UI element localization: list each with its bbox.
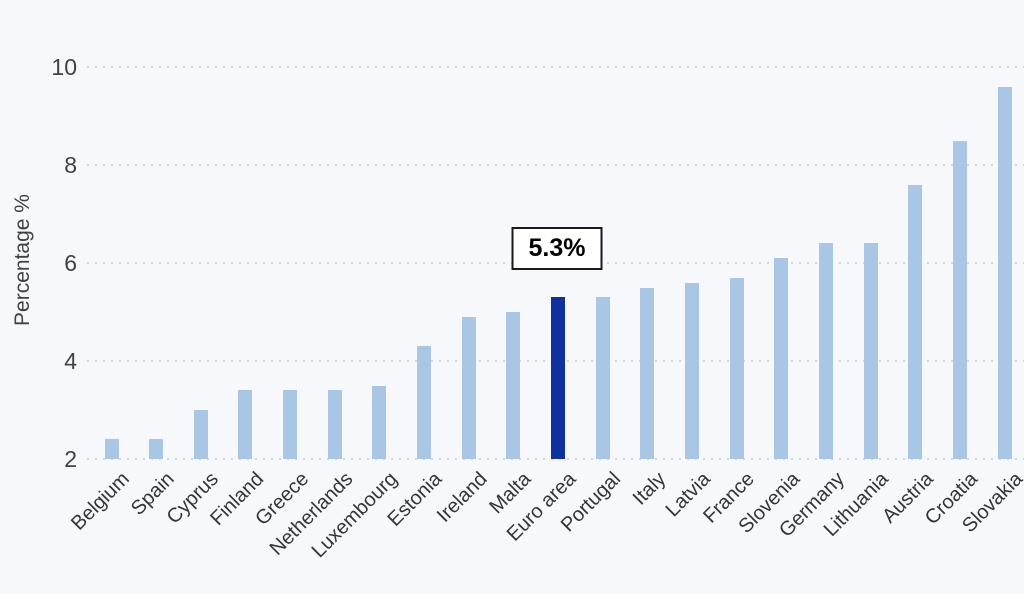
bar-estonia[interactable] [417, 346, 432, 459]
x-axis-label-ireland: Ireland [432, 468, 492, 527]
bar-slovenia[interactable] [774, 258, 789, 459]
gridline-2 [87, 458, 1024, 460]
bar-malta[interactable] [506, 312, 521, 459]
x-axis-label-belgium: Belgium [67, 468, 135, 535]
y-tick-label-4: 4 [64, 348, 77, 374]
bar-france[interactable] [729, 277, 744, 459]
bar-austria[interactable] [908, 184, 923, 459]
bar-slovakia[interactable] [997, 86, 1012, 459]
bar-greece[interactable] [283, 390, 298, 459]
bar-cyprus[interactable] [193, 410, 208, 459]
bar-portugal[interactable] [595, 297, 610, 459]
bar-italy[interactable] [640, 287, 655, 459]
y-axis-title: Percentage % [11, 194, 34, 326]
gridline-8 [87, 164, 1024, 166]
bar-luxembourg[interactable] [372, 385, 387, 459]
bar-croatia[interactable] [952, 140, 967, 459]
bar-latvia[interactable] [684, 282, 699, 459]
bar-finland[interactable] [238, 390, 253, 459]
bar-germany[interactable] [818, 243, 833, 459]
bar-lithuania[interactable] [863, 243, 878, 459]
y-tick-label-2: 2 [64, 446, 77, 472]
bar-spain[interactable] [149, 439, 164, 459]
bar-ireland[interactable] [461, 316, 476, 459]
gridline-10 [87, 66, 1024, 68]
y-tick-label-10: 10 [51, 54, 77, 80]
bar-netherlands[interactable] [327, 390, 342, 459]
highlight-value-callout: 5.3% [511, 227, 603, 270]
y-tick-label-8: 8 [64, 152, 77, 178]
bar-euro-area-highlighted[interactable] [551, 297, 565, 459]
y-tick-label-6: 6 [64, 250, 77, 276]
bar-belgium[interactable] [104, 439, 119, 459]
